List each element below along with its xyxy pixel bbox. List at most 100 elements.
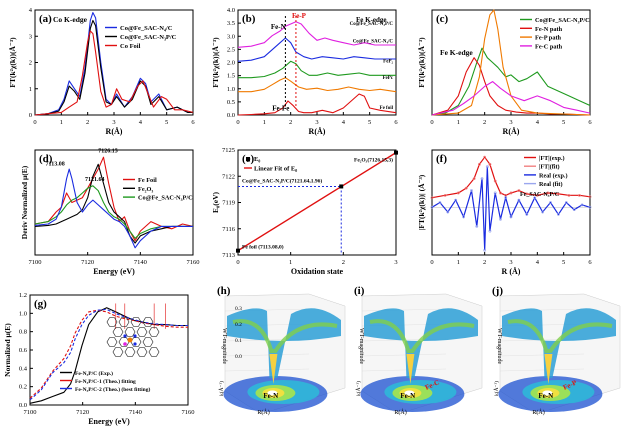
fit-marker [454,198,458,202]
series-line-green [34,185,193,239]
fit-marker [499,191,502,195]
y-tick-label: 7119 [222,200,235,207]
legend-entry: Co@Fe_SAC-N₃P/C [138,195,193,202]
y-tick-label: 7116 [222,226,236,233]
legend-entry: Real (fit) [539,181,563,188]
series-line-blue [237,37,396,62]
series-line-red [431,156,591,199]
series-line-black [34,19,193,116]
y-axis-label: FT(k²χ(k))(Å⁻³) [8,37,17,88]
x-tick-label: 3 [315,119,318,126]
fit-marker [480,177,484,181]
fit-marker [549,201,552,204]
data-point [394,150,398,155]
grid-line [499,308,585,312]
x-tick-label: 0 [236,259,239,266]
grid-line [361,368,447,372]
fit-marker [580,203,584,207]
x-tick-label: 1 [457,119,460,126]
y-axis-label: k(Å⁻¹) [354,381,362,396]
y-axis-label: k(Å⁻¹) [217,381,225,396]
panel-b: (b) 0 1 2 3 4 5 6 0.0 0.5 1.0 1.5 2.0 2.5 3.0 3.5 4.0 R(Å… [211,7,398,136]
x-tick-label: 3 [509,259,512,266]
fit-marker [517,198,521,202]
legend-entry: Real (exp.) [539,172,568,179]
x-tick-label: 1 [457,259,460,266]
fit-marker [499,217,502,221]
legend-entry: Fe-N₃P/C-2 (Theo.) (best fitting) [75,386,150,393]
fit-marker [509,191,513,195]
molecule-ring [130,317,142,327]
legend-swatch [246,157,250,161]
grid-line [361,308,447,312]
x-axis-label: R(Å) [503,127,520,136]
y-tick-label: 0.0 [19,402,27,409]
grid-line [224,368,310,372]
fit-marker [517,189,521,192]
z-axis-label: WT-magnitude [496,328,502,364]
y-axis-label: FT(k²χ(k))(Å⁻³) [417,37,426,88]
y-tick-label: 3.5 [227,20,235,27]
fit-marker [578,193,581,197]
x-axis-label: R(Å) [532,408,544,416]
phosphorus-atom [123,342,127,346]
series-label: FeP₂ [383,60,393,65]
z-axis-label: WT-magnitude [358,328,364,364]
annotation: 7113.08 [46,161,65,167]
panel-letter: (c) [436,13,449,25]
y-axis-label: Deriv Normalized μ(E) [20,165,29,239]
series-label: Co@Fe_SAC-N₃P/C [350,22,394,27]
z-tick-label: 0.2 [235,322,242,328]
molecule-structure [106,317,160,357]
fit-marker [470,189,473,192]
series-line-magenta [431,81,591,116]
annotation: Fe_SAC-N₃P/C [520,192,559,198]
panel-letter: (j) [492,285,503,297]
grid-line [224,353,310,357]
plot-frame [34,149,194,256]
y-tick-label: 1.0 [19,310,27,317]
legend-entry: Fe-P path [535,35,562,42]
x-tick-label: 7100 [24,409,37,416]
nitrogen-atom [133,334,137,338]
panel-letter: (a) [39,13,52,25]
peak-label: Fe-N [400,392,415,400]
molecule-ring [106,337,118,347]
x-tick-label: 2 [483,119,486,126]
y-tick-label: 0.6 [19,347,28,354]
series-line-green [238,60,396,79]
fit-marker [588,195,592,199]
legend-entry: Fe-N₃P/C (Exp.) [75,370,113,377]
x-tick-label: 1 [263,119,266,126]
fit-marker [541,210,545,214]
fit-line [237,152,397,252]
legend-entry: E₀ [254,156,260,163]
y-axis-label: FT(k²χ(k))(Å⁻³) [211,37,220,88]
y-tick-label: 1 [29,86,32,93]
panel-c: (c) 0 1 2 3 4 5 6 R(Å) FT(k²χ(k))(Å⁻³) Fe K-edge Co… [417,9,592,136]
x-tick-label: 7120 [81,259,94,266]
fit-marker [462,215,466,219]
fit-marker [472,177,476,181]
fit-marker [485,165,489,169]
molecule-ring [148,347,160,357]
point-label: Fe foil (7113.08,0) [242,244,284,251]
panel-letter: (d) [39,153,53,165]
fit-marker [504,196,508,200]
grid-line [224,308,310,312]
fit-marker [430,196,434,200]
fit-marker [483,248,487,252]
x-axis-label: R(Å) [106,127,123,136]
molecule-ring [136,327,148,337]
y-tick-label: 2.0 [227,60,235,67]
panel-d: (d) 7100 7120 7140 7160 Energy (eV) Deriv Norm… [20,148,200,276]
panel-h: (h) WT-magnitude Fe-N R(Å) k(Å⁻¹) 0.3 0.2 0.1 0.… [217,285,346,416]
chart-title: Fe K-edge [356,16,387,24]
panel-letter: (h) [217,285,231,297]
x-tick-label: 2 [342,259,345,266]
chart-title: Fe K-edge [440,48,473,57]
x-tick-label: 7120 [76,409,89,416]
x-tick-label: 1 [60,119,63,126]
